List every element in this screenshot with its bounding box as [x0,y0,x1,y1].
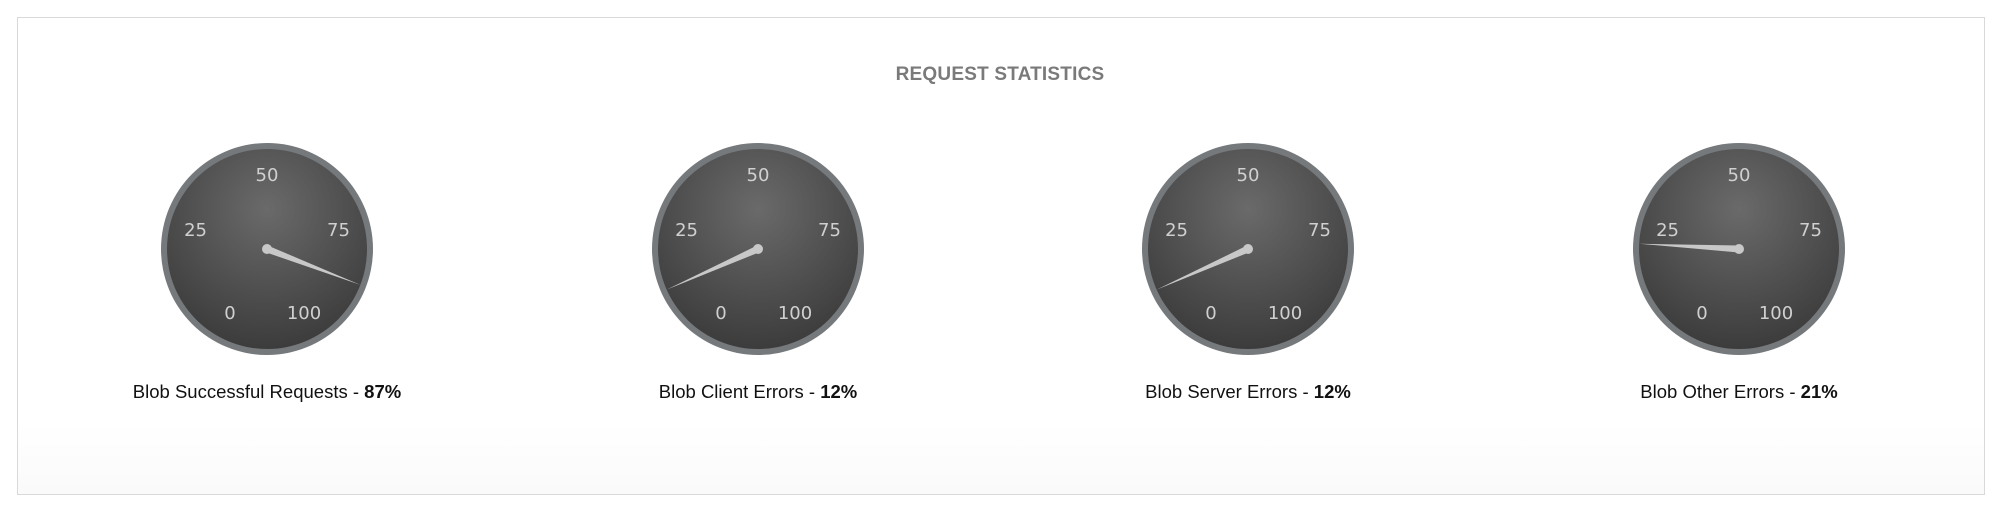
gauge-tick-label: 50 [1728,165,1751,186]
gauge-tick-label: 100 [778,303,812,324]
gauge-tick-label: 0 [1696,303,1707,324]
gauge-needle [1156,245,1250,290]
gauge-tick-label: 25 [1656,220,1679,241]
gauge: 0 25 50 75 100 [1629,139,1849,359]
gauge-tick-label: 25 [184,220,207,241]
gauge-name: Blob Server Errors - [1145,381,1314,402]
gauge-value: 21% [1800,381,1838,402]
gauge-tick-label: 75 [1799,220,1822,241]
gauge-needle-hub [1734,244,1744,254]
gauge-tick-label: 0 [715,303,726,324]
gauge-tick-label: 50 [256,165,279,186]
gauge-tick-label: 0 [1205,303,1216,324]
gauge-tick-label: 100 [287,303,321,324]
gauge-needle [1639,243,1740,253]
gauge-tick-label: 75 [818,220,841,241]
gauge-svg: 0 25 50 75 100 [1142,143,1354,355]
gauge-value: 87% [364,381,402,402]
gauge-tick-label: 25 [1165,220,1188,241]
gauge-svg: 0 25 50 75 100 [1633,143,1845,355]
gauge-tick-label: 100 [1759,303,1793,324]
gauge-needle-hub [1243,244,1253,254]
gauge-label: Blob Successful Requests - 87% [17,381,517,403]
gauge-value: 12% [820,381,858,402]
gauge-tick-label: 50 [1237,165,1260,186]
gauge-tick-label: 0 [224,303,235,324]
gauge-tick-label: 25 [675,220,698,241]
gauge: 0 25 50 75 100 [1138,139,1358,359]
gauge-label: Blob Other Errors - 21% [1489,381,1989,403]
gauge: 0 25 50 75 100 [157,139,377,359]
gauge-tick-label: 75 [327,220,350,241]
gauge-needle-hub [753,244,763,254]
gauge-name: Blob Client Errors - [658,381,821,402]
gauge-name: Blob Other Errors - [1640,381,1801,402]
gauge-tick-label: 50 [747,165,770,186]
gauge-value: 12% [1313,381,1351,402]
gauge-name: Blob Successful Requests - [132,381,365,402]
gauge-needle [265,245,361,285]
gauge: 0 25 50 75 100 [648,139,868,359]
gauge-tick-label: 75 [1308,220,1331,241]
gauge-svg: 0 25 50 75 100 [161,143,373,355]
gauge-tick-label: 100 [1268,303,1302,324]
gauge-svg: 0 25 50 75 100 [652,143,864,355]
gauge-needle [666,245,760,290]
gauge-needle-hub [262,244,272,254]
gauge-label: Blob Client Errors - 12% [508,381,1008,403]
chart-title: REQUEST STATISTICS [895,64,1105,85]
gauge-label: Blob Server Errors - 12% [998,381,1498,403]
